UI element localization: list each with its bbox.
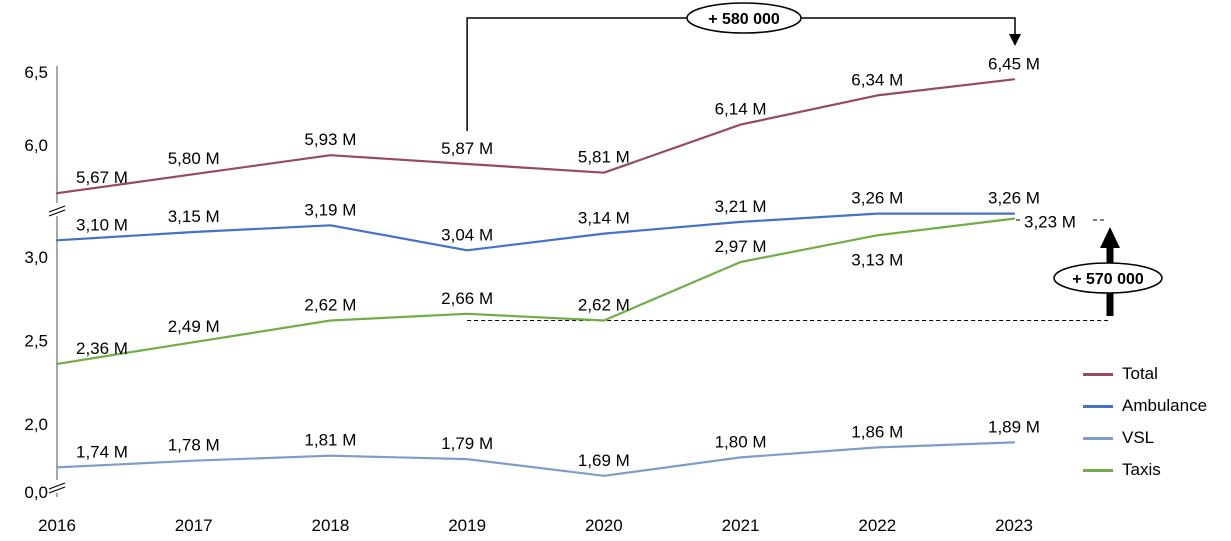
data-label-taxis: 2,36 M <box>76 339 128 358</box>
legend-label-taxis: Taxis <box>1122 460 1161 479</box>
data-label-taxis: 3,23 M <box>1024 213 1076 232</box>
data-label-ambulance: 3,21 M <box>715 197 767 216</box>
series-line-total <box>55 78 1016 195</box>
data-label-total: 5,80 M <box>168 149 220 168</box>
data-label-vsl: 1,78 M <box>168 436 220 455</box>
total-growth-ellipse <box>686 2 802 34</box>
data-label-ambulance: 3,04 M <box>441 225 493 244</box>
series-line-ambulance <box>55 212 1016 252</box>
data-label-total: 6,14 M <box>715 100 767 119</box>
data-label-vsl: 1,81 M <box>304 431 356 450</box>
legend-item-vsl: VSL <box>1083 428 1207 448</box>
axis-break-upper <box>48 209 66 217</box>
legend-item-taxis: Taxis <box>1083 460 1207 480</box>
axis-break-upper <box>48 205 66 213</box>
legend-swatch-vsl <box>1083 436 1113 440</box>
data-label-vsl: 1,86 M <box>851 422 903 441</box>
data-label-total: 5,67 M <box>76 168 128 187</box>
x-tick-label: 2016 <box>38 516 76 535</box>
data-label-total: 5,81 M <box>578 148 630 167</box>
data-label-taxis: 2,62 M <box>578 295 630 314</box>
down-arrowhead-icon <box>1009 34 1021 46</box>
x-tick-label: 2023 <box>995 516 1033 535</box>
x-tick-label: 2019 <box>448 516 486 535</box>
chart-legend: Total Ambulance VSL Taxis <box>1083 364 1207 480</box>
legend-swatch-total <box>1083 372 1113 376</box>
x-tick-label: 2021 <box>722 516 760 535</box>
axis-break-lower <box>48 486 66 494</box>
data-label-ambulance: 3,10 M <box>76 215 128 234</box>
up-arrowhead-icon <box>1100 227 1120 248</box>
y-tick-label: 2,0 <box>24 415 48 434</box>
x-tick-label: 2017 <box>175 516 213 535</box>
legend-label-total: Total <box>1122 364 1158 383</box>
data-label-ambulance: 3,26 M <box>988 189 1040 208</box>
data-label-taxis: 2,49 M <box>168 317 220 336</box>
y-tick-label: 0,0 <box>24 483 48 502</box>
legend-label-ambulance: Ambulance <box>1122 396 1208 415</box>
data-label-ambulance: 3,19 M <box>304 200 356 219</box>
data-label-taxis: 2,66 M <box>441 289 493 308</box>
data-label-taxis: 2,97 M <box>715 237 767 256</box>
data-label-total: 5,87 M <box>441 139 493 158</box>
data-label-vsl: 1,69 M <box>578 451 630 470</box>
axis-break-lower <box>48 482 66 490</box>
data-label-vsl: 1,89 M <box>988 417 1040 436</box>
x-tick-label: 2018 <box>312 516 350 535</box>
y-tick-label: 6,0 <box>24 136 48 155</box>
series-line-vsl <box>55 441 1016 477</box>
taxis-growth-label: + 570 000 <box>1072 271 1144 288</box>
series-line-taxis <box>55 217 1016 365</box>
data-label-total: 5,93 M <box>304 130 356 149</box>
y-tick-label: 2,5 <box>24 332 48 351</box>
data-label-vsl: 1,79 M <box>441 434 493 453</box>
data-label-ambulance: 3,14 M <box>578 209 630 228</box>
data-label-total: 6,34 M <box>851 70 903 89</box>
taxis-growth-ellipse <box>1053 262 1163 294</box>
data-label-vsl: 1,74 M <box>76 442 128 461</box>
data-label-ambulance: 3,15 M <box>168 207 220 226</box>
label-mask <box>1022 212 1090 232</box>
legend-item-ambulance: Ambulance <box>1083 396 1207 416</box>
data-label-vsl: 1,80 M <box>715 432 767 451</box>
legend-item-total: Total <box>1083 364 1207 384</box>
y-tick-label: 6,5 <box>24 63 48 82</box>
legend-swatch-taxis <box>1083 468 1113 472</box>
data-label-taxis: 3,13 M <box>851 250 903 269</box>
y-tick-label: 3,0 <box>24 248 48 267</box>
data-label-ambulance: 3,26 M <box>851 189 903 208</box>
total-growth-label: + 580 000 <box>708 11 780 28</box>
data-label-taxis: 2,62 M <box>304 295 356 314</box>
legend-swatch-ambulance <box>1083 404 1113 408</box>
x-tick-label: 2022 <box>858 516 896 535</box>
legend-label-vsl: VSL <box>1122 428 1155 447</box>
x-tick-label: 2020 <box>585 516 623 535</box>
data-label-total: 6,45 M <box>988 54 1040 73</box>
